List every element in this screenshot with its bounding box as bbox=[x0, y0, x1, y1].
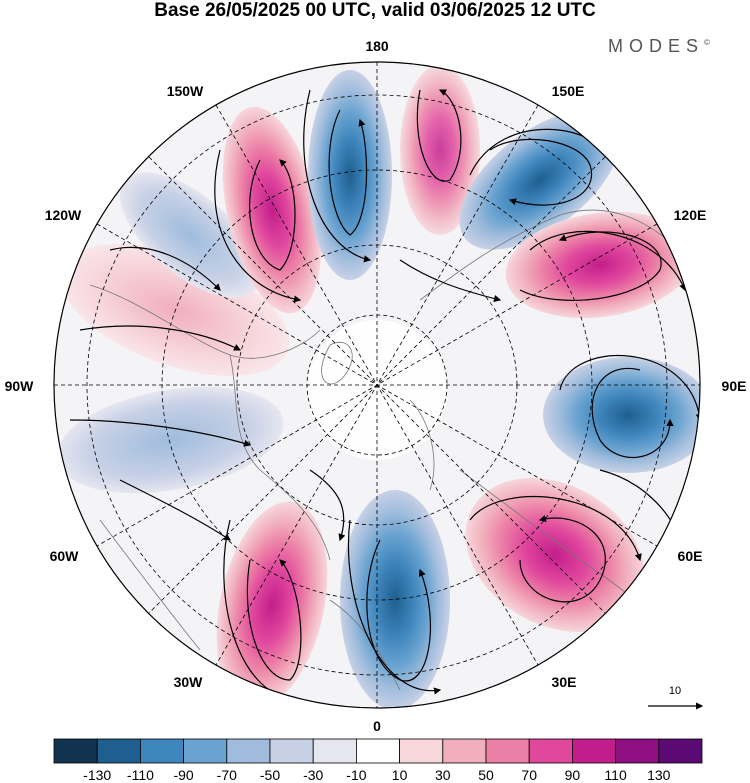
brand-logo: MODES© bbox=[608, 36, 710, 57]
anomaly-90e bbox=[543, 357, 700, 473]
anomaly-120e bbox=[505, 211, 695, 319]
lon-label-90e: 90E bbox=[722, 378, 747, 394]
lon-label-150w: 150W bbox=[167, 83, 204, 99]
anomaly-150w bbox=[222, 106, 322, 314]
anomaly-170w bbox=[308, 70, 392, 280]
field-layer bbox=[54, 62, 700, 708]
brand-mark: © bbox=[704, 38, 710, 47]
lon-label-30e: 30E bbox=[552, 674, 577, 690]
graticule bbox=[54, 62, 700, 708]
wind-streamlines bbox=[69, 89, 700, 704]
anomaly-60e bbox=[465, 477, 645, 633]
anomaly-0 bbox=[340, 490, 450, 708]
lon-label-60e: 60E bbox=[678, 548, 703, 564]
map-title: Base 26/05/2025 00 UTC, valid 03/06/2025… bbox=[154, 0, 596, 21]
map-boundary bbox=[53, 61, 701, 709]
lon-label-120w: 120W bbox=[45, 207, 82, 223]
lon-label-180: 180 bbox=[365, 38, 389, 54]
lon-label-90w: 90W bbox=[5, 378, 35, 394]
anomaly-75w bbox=[56, 386, 284, 494]
lon-label-60w: 60W bbox=[50, 548, 80, 564]
lon-label-30w: 30W bbox=[174, 674, 204, 690]
reference-vector: 10 bbox=[648, 685, 704, 710]
reference-vector-label: 10 bbox=[669, 685, 681, 697]
lon-label-150e: 150E bbox=[552, 83, 585, 99]
lon-label-0: 0 bbox=[373, 718, 381, 734]
anomaly-150e bbox=[459, 110, 621, 250]
brand-name: MODES bbox=[608, 36, 705, 56]
lon-label-120e: 120E bbox=[674, 207, 707, 223]
anomaly-120w bbox=[119, 172, 261, 298]
